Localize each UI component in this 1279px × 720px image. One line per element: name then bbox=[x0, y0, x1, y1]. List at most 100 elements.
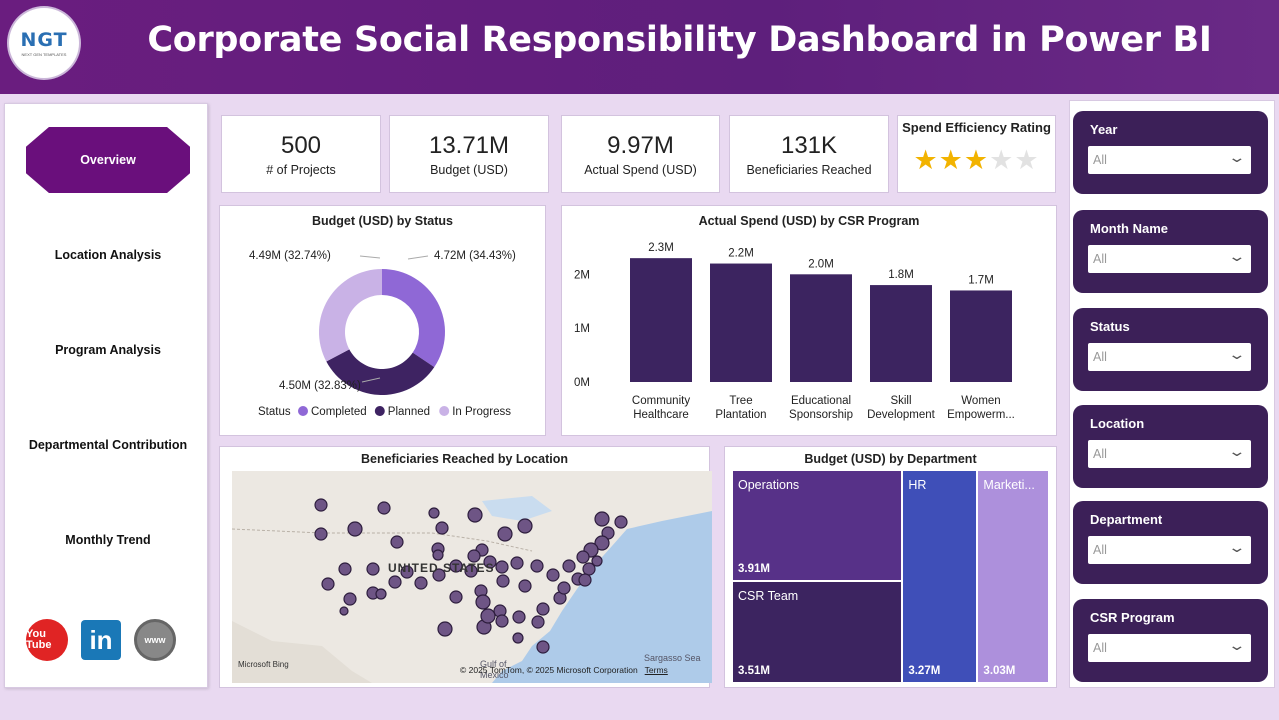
location-bubble[interactable] bbox=[449, 590, 463, 604]
linkedin-icon[interactable]: in bbox=[81, 620, 121, 660]
location-bubble[interactable] bbox=[343, 592, 357, 606]
bar-4[interactable] bbox=[950, 290, 1012, 382]
beneficiaries-by-location-card: Beneficiaries Reached by Location UNITED… bbox=[219, 446, 712, 688]
legend-label[interactable]: Planned bbox=[388, 406, 430, 418]
status-dropdown[interactable]: All ⌄ bbox=[1088, 343, 1251, 371]
star-filled-icon: ★ bbox=[913, 145, 939, 175]
bar-2[interactable] bbox=[790, 274, 852, 382]
x-tick-label: Educational bbox=[791, 395, 851, 407]
sea-label: Sargasso Sea bbox=[644, 653, 701, 663]
bar-3[interactable] bbox=[870, 285, 932, 382]
location-bubble[interactable] bbox=[339, 606, 349, 616]
year-dropdown[interactable]: All ⌄ bbox=[1088, 146, 1251, 174]
location-bubble[interactable] bbox=[321, 577, 335, 591]
star-filled-icon: ★ bbox=[963, 145, 990, 175]
budget-status-donut-chart: 4.72M (34.43%) 4.50M (32.83%) 4.49M (32.74… bbox=[249, 250, 516, 418]
location-bubble[interactable] bbox=[480, 608, 496, 624]
location-bubble[interactable] bbox=[338, 562, 352, 576]
nav-monthly-trend-button[interactable]: Monthly Trend bbox=[26, 507, 190, 573]
location-bubble[interactable] bbox=[518, 579, 532, 593]
x-tick-label: Development bbox=[867, 409, 936, 421]
bar-data-label: 2.0M bbox=[808, 258, 834, 270]
nav-location-analysis-button[interactable]: Location Analysis bbox=[26, 222, 190, 288]
bubble-map[interactable]: UNITED STATES Sargasso Sea Gulf of Mexic… bbox=[232, 471, 712, 683]
location-bubble[interactable] bbox=[591, 555, 603, 567]
location-bubble[interactable] bbox=[536, 602, 550, 616]
treemap-cell-1[interactable]: CSR Team 3.51M bbox=[733, 582, 902, 682]
location-bubble[interactable] bbox=[517, 518, 533, 534]
country-label: UNITED STATES bbox=[388, 561, 495, 575]
location-bubble[interactable] bbox=[483, 555, 497, 569]
location-bubble[interactable] bbox=[437, 621, 453, 637]
donut-slice-completed[interactable] bbox=[382, 269, 445, 368]
location-bubble[interactable] bbox=[377, 501, 391, 515]
location-bubble[interactable] bbox=[495, 560, 509, 574]
youtube-icon[interactable]: You Tube bbox=[26, 619, 68, 661]
location-bubble[interactable] bbox=[388, 575, 402, 589]
location-bubble[interactable] bbox=[314, 527, 328, 541]
nav-departmental-contribution-button[interactable]: Departmental Contribution bbox=[26, 412, 190, 478]
kpi-projects-card: 500 # of Projects bbox=[221, 115, 381, 193]
csr-program-dropdown[interactable]: All ⌄ bbox=[1088, 634, 1251, 662]
location-bubble[interactable] bbox=[614, 515, 628, 529]
department-dropdown[interactable]: All ⌄ bbox=[1088, 536, 1251, 564]
x-tick-label: Women bbox=[961, 395, 1000, 407]
gulf-label: Gulf of Mexico bbox=[480, 659, 509, 680]
location-bubble[interactable] bbox=[400, 565, 414, 579]
treemap-cell-0[interactable]: Operations 3.91M bbox=[733, 471, 902, 581]
location-bubble[interactable] bbox=[314, 498, 328, 512]
star-empty-icon: ★ bbox=[1014, 145, 1040, 175]
location-bubble[interactable] bbox=[531, 615, 545, 629]
month-name-dropdown[interactable]: All ⌄ bbox=[1088, 245, 1251, 273]
chevron-down-icon: ⌄ bbox=[1227, 248, 1247, 264]
chart-title: Actual Spend (USD) by CSR Program bbox=[698, 214, 920, 228]
donut-slice-planned[interactable] bbox=[326, 349, 435, 396]
location-bubble[interactable] bbox=[495, 614, 509, 628]
treemap-value: 3.51M bbox=[738, 664, 770, 677]
location-bubble[interactable] bbox=[432, 549, 444, 561]
location-bubble[interactable] bbox=[449, 559, 463, 573]
donut-slice-in-progress[interactable] bbox=[319, 269, 382, 362]
location-bubble[interactable] bbox=[464, 564, 478, 578]
location-bubble[interactable] bbox=[512, 610, 526, 624]
nav-overview-button[interactable]: Overview bbox=[26, 127, 190, 193]
location-bubble[interactable] bbox=[435, 521, 449, 535]
filter-panel: Year All ⌄ Month Name All ⌄ Status All ⌄ Lo… bbox=[1069, 100, 1275, 688]
treemap-cell-2[interactable]: HR 3.27M bbox=[903, 471, 977, 682]
location-bubble[interactable] bbox=[347, 521, 363, 537]
location-bubble[interactable] bbox=[432, 568, 446, 582]
location-bubble[interactable] bbox=[497, 526, 513, 542]
location-bubble[interactable] bbox=[557, 581, 571, 595]
location-bubble[interactable] bbox=[375, 588, 387, 600]
chart-title: Budget (USD) by Department bbox=[804, 452, 977, 466]
kpi-beneficiaries-card: 131K Beneficiaries Reached bbox=[729, 115, 889, 193]
location-bubble[interactable] bbox=[467, 549, 481, 563]
location-bubble[interactable] bbox=[414, 576, 428, 590]
location-bubble[interactable] bbox=[390, 535, 404, 549]
location-bubble[interactable] bbox=[428, 507, 440, 519]
location-bubble[interactable] bbox=[510, 556, 524, 570]
location-bubble[interactable] bbox=[512, 632, 524, 644]
location-bubble[interactable] bbox=[594, 535, 610, 551]
terms-link[interactable]: Terms bbox=[644, 665, 668, 675]
location-dropdown[interactable]: All ⌄ bbox=[1088, 440, 1251, 468]
location-bubble[interactable] bbox=[530, 559, 544, 573]
location-bubble[interactable] bbox=[576, 550, 590, 564]
location-bubble[interactable] bbox=[475, 594, 491, 610]
location-bubble[interactable] bbox=[546, 568, 560, 582]
bar-1[interactable] bbox=[710, 263, 772, 382]
treemap-cell-3[interactable]: Marketi... 3.03M bbox=[978, 471, 1048, 682]
location-bubble[interactable] bbox=[536, 640, 550, 654]
legend-label[interactable]: In Progress bbox=[452, 406, 511, 418]
location-bubble[interactable] bbox=[366, 562, 380, 576]
location-bubble[interactable] bbox=[496, 574, 510, 588]
location-bubble[interactable] bbox=[594, 511, 610, 527]
location-bubble[interactable] bbox=[562, 559, 576, 573]
nav-program-analysis-button[interactable]: Program Analysis bbox=[26, 317, 190, 383]
legend-label[interactable]: Completed bbox=[311, 406, 367, 418]
bar-0[interactable] bbox=[630, 258, 692, 382]
location-bubble[interactable] bbox=[578, 573, 592, 587]
star-filled-icon: ★ bbox=[938, 145, 964, 175]
website-globe-icon[interactable]: www bbox=[134, 619, 176, 661]
location-bubble[interactable] bbox=[467, 507, 483, 523]
